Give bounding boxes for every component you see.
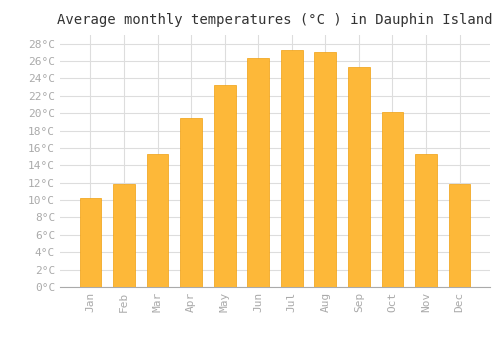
Bar <box>314 52 336 287</box>
Bar <box>113 184 135 287</box>
Bar <box>281 50 302 287</box>
Bar <box>248 58 269 287</box>
Bar <box>214 85 236 287</box>
Bar <box>415 154 437 287</box>
Title: Average monthly temperatures (°C ) in Dauphin Island: Average monthly temperatures (°C ) in Da… <box>57 13 493 27</box>
Bar <box>448 184 470 287</box>
Bar <box>80 198 102 287</box>
Bar <box>180 118 202 287</box>
Bar <box>382 112 404 287</box>
Bar <box>348 67 370 287</box>
Bar <box>146 154 169 287</box>
